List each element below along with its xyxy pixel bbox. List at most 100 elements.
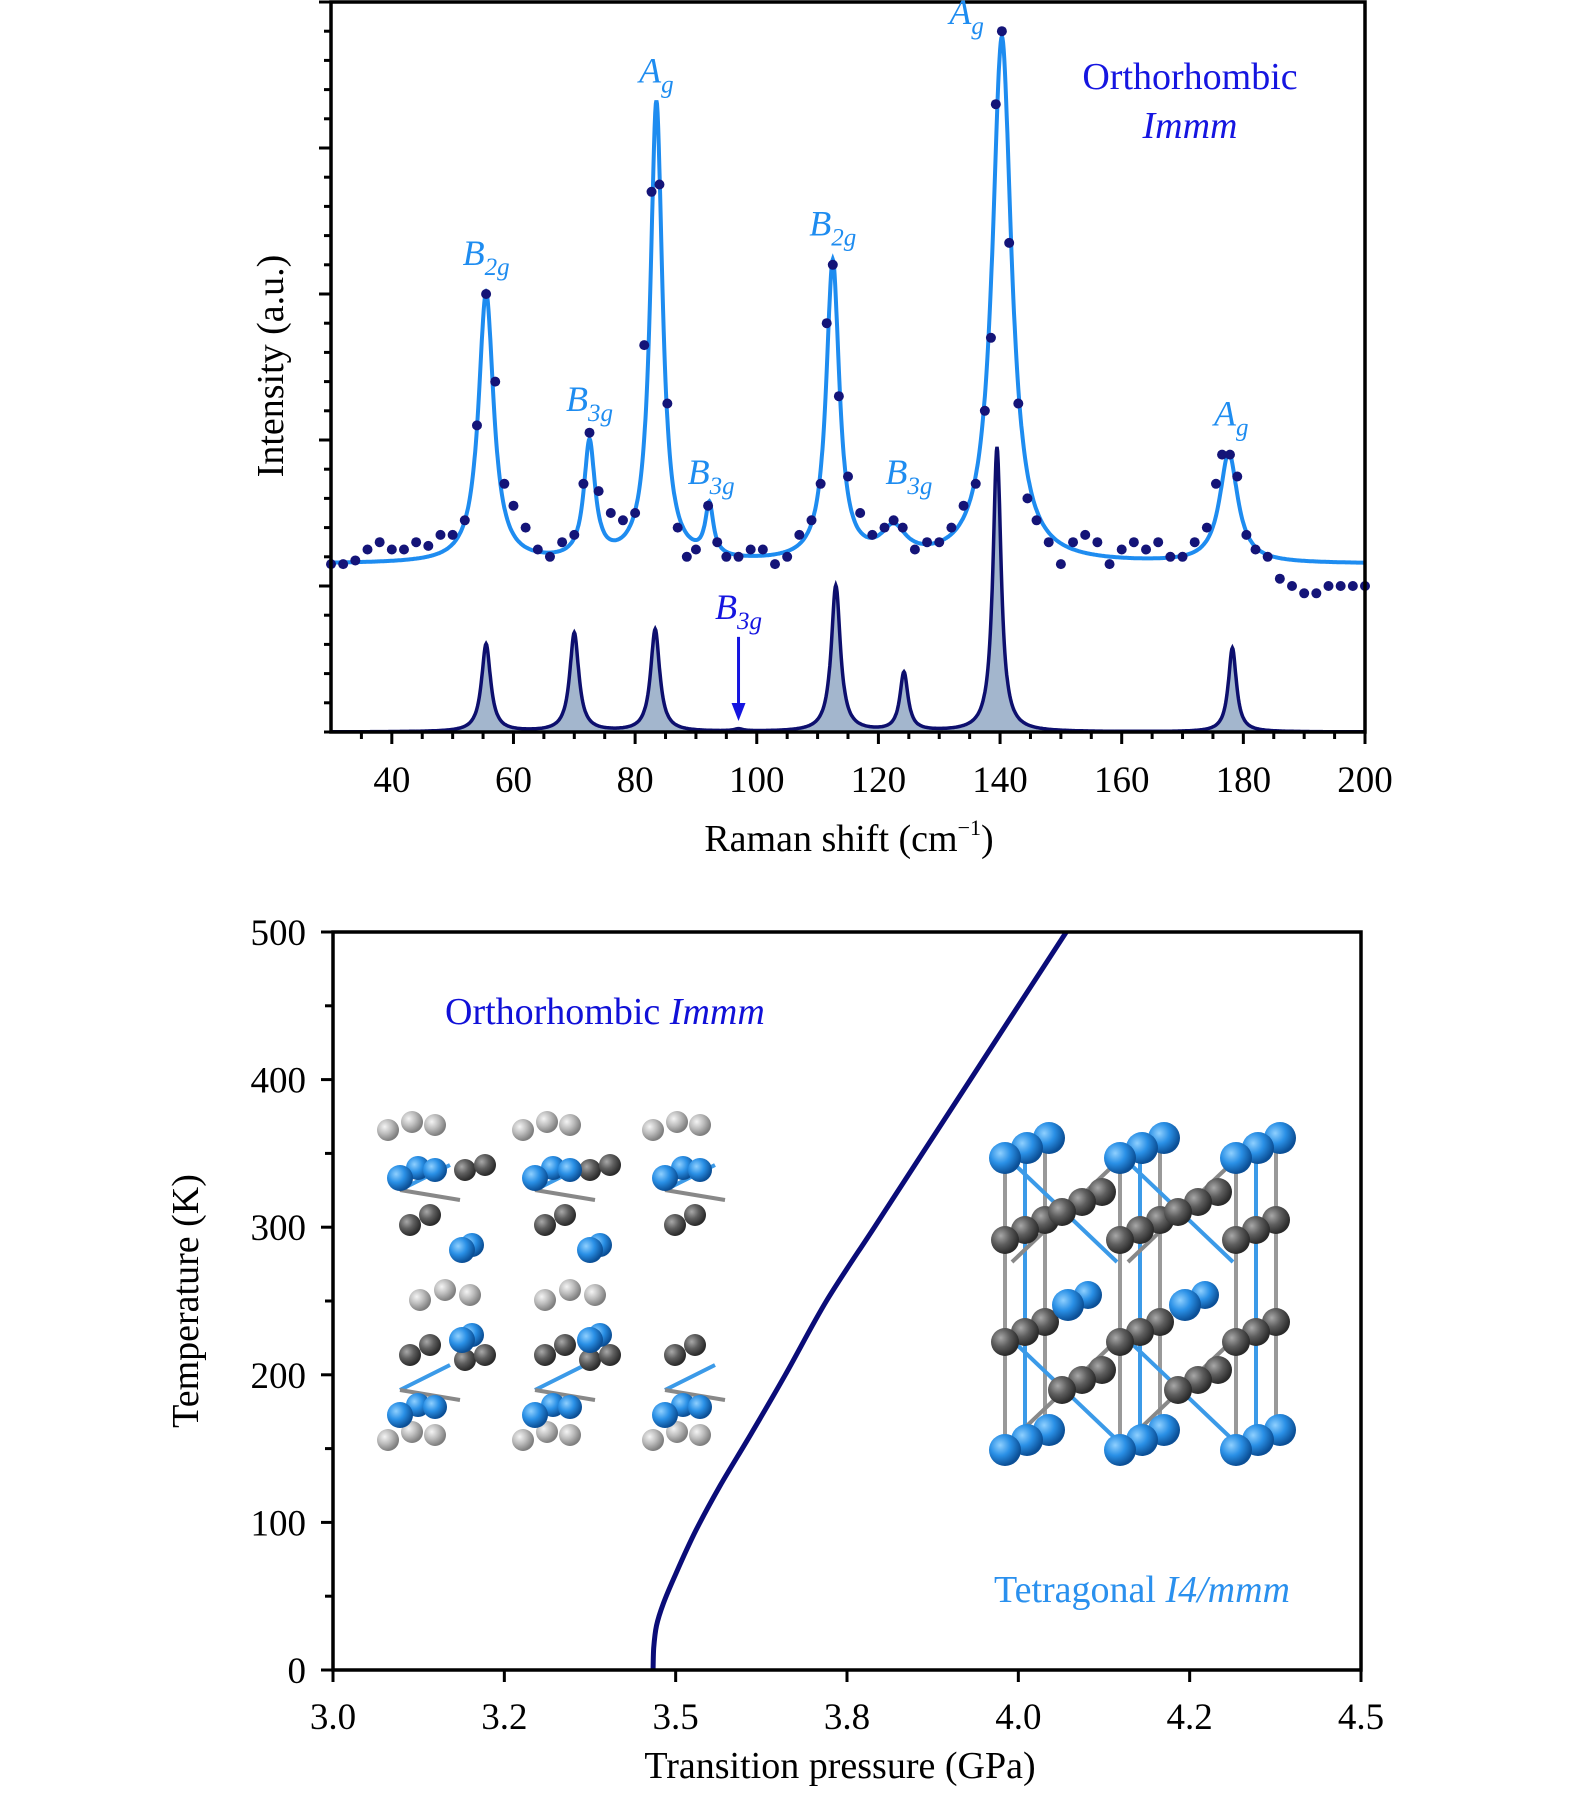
fit-curve [331, 31, 1365, 565]
atom [559, 1114, 581, 1136]
experimental-point [1299, 588, 1310, 599]
experimental-point [1262, 551, 1273, 562]
atom [474, 1344, 496, 1366]
atom [991, 1226, 1019, 1254]
raman-phase-label-line1: Orthorhombic [1082, 56, 1297, 98]
experimental-point [578, 478, 589, 489]
arrow-head-icon [731, 703, 746, 722]
phase-diagram-chart: 3.0 3.2 3.5 3.8 4.0 4.2 4.5 0 100 200 300 400 500 Or… [165, 913, 1384, 1787]
atom [664, 1344, 686, 1366]
x-tick-label: 3.8 [824, 1697, 870, 1738]
atom [1106, 1328, 1134, 1356]
experimental-point [1022, 493, 1033, 504]
experimental-point [1311, 588, 1322, 599]
experimental-point [350, 555, 361, 566]
atom [689, 1114, 711, 1136]
experimental-point [806, 515, 817, 526]
mode-labels: B2g B3g Ag B3g B2g B3g Ag Ag B3g [463, 0, 1249, 722]
fit-curve-line [331, 31, 1365, 565]
experimental-point [1104, 559, 1115, 570]
atom [387, 1165, 413, 1191]
experimental-point [1068, 537, 1079, 548]
experimental-point [996, 26, 1007, 37]
atom [684, 1334, 706, 1356]
atom [1164, 1376, 1192, 1404]
x-tick-label: 200 [1337, 760, 1393, 801]
experimental-point [690, 544, 701, 555]
experimental-point [481, 289, 492, 299]
x-tick-label: 60 [495, 760, 532, 801]
atom [534, 1289, 556, 1311]
orthorhombic-structure-illustration [377, 1111, 726, 1451]
experimental-point [362, 544, 373, 555]
experimental-point [1177, 551, 1188, 562]
atom [577, 1237, 603, 1263]
atom [579, 1349, 601, 1371]
experimental-point [1128, 537, 1139, 548]
experimental-point [593, 486, 604, 497]
experimental-point [447, 529, 458, 540]
atom [599, 1154, 621, 1176]
experimental-point [471, 420, 482, 431]
experimental-point [1217, 449, 1228, 460]
bond [534, 1363, 586, 1392]
x-tick-label: 80 [617, 760, 654, 801]
phase-plot-frame [331, 930, 1363, 1672]
y-tick-label: 0 [288, 1651, 307, 1692]
atom [377, 1429, 399, 1451]
experimental-point [1347, 581, 1358, 591]
experimental-point [922, 537, 933, 548]
bond [399, 1188, 461, 1202]
atom [652, 1402, 678, 1428]
raman-axis-ticks: 40 60 80 100 120 140 160 180 200 [319, 0, 1393, 801]
experimental-point [879, 522, 890, 533]
experimental-point [1274, 573, 1285, 584]
atom [1106, 1226, 1134, 1254]
atom [991, 1328, 1019, 1356]
raman-phase-label-line2: Immm [1142, 105, 1238, 147]
tetragonal-region-label: Tetragonal I4/mmm [994, 1569, 1290, 1611]
atom [401, 1111, 423, 1133]
atom [664, 1214, 686, 1236]
experimental-point [1201, 522, 1212, 533]
experimental-point [867, 529, 878, 540]
experimental-point [970, 478, 981, 489]
atom [522, 1402, 548, 1428]
bond [399, 1388, 461, 1402]
experimental-point [979, 405, 990, 416]
atom [666, 1111, 688, 1133]
atom [1222, 1328, 1250, 1356]
atom [1169, 1289, 1201, 1321]
atom [554, 1204, 576, 1226]
experimental-point [435, 529, 446, 540]
experimental-point [985, 332, 996, 343]
mode-label: Ag [1212, 393, 1249, 441]
atom [1220, 1434, 1252, 1466]
experimental-point [770, 559, 781, 570]
atom [377, 1119, 399, 1141]
atom [579, 1159, 601, 1181]
experimental-point [827, 259, 838, 270]
atom [512, 1429, 534, 1451]
atom [534, 1214, 556, 1236]
atom [424, 1114, 446, 1136]
experimental-point [1165, 551, 1176, 562]
atom [449, 1237, 475, 1263]
experimental-point [520, 522, 531, 533]
y-tick-label: 200 [251, 1356, 307, 1397]
atom [399, 1344, 421, 1366]
atom [454, 1159, 476, 1181]
atom [989, 1142, 1021, 1174]
atom [989, 1434, 1021, 1466]
bond [534, 1188, 596, 1202]
atom [554, 1334, 576, 1356]
atom [642, 1119, 664, 1141]
x-tick-label: 4.2 [1167, 1697, 1213, 1738]
bond [534, 1388, 596, 1402]
mode-label: B2g [463, 233, 510, 281]
atom [642, 1429, 664, 1451]
raman-y-axis-title: Intensity (a.u.) [250, 255, 292, 478]
experimental-point [733, 551, 744, 562]
mode-label: B3g [715, 587, 762, 635]
atom [424, 1424, 446, 1446]
